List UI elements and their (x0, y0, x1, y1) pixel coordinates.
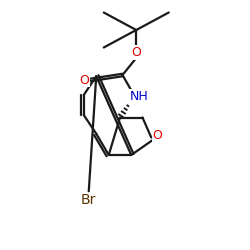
Text: O: O (80, 74, 90, 86)
Text: O: O (131, 46, 141, 59)
Text: Br: Br (80, 194, 96, 207)
Text: O: O (152, 129, 162, 142)
Text: NH: NH (130, 90, 149, 103)
